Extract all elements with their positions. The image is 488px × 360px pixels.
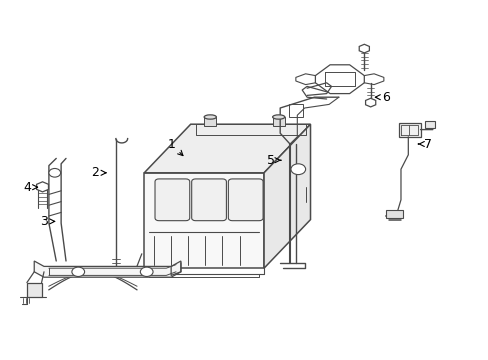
FancyBboxPatch shape	[228, 179, 263, 221]
Text: 5: 5	[267, 154, 281, 167]
Polygon shape	[27, 283, 41, 297]
Text: 2: 2	[91, 166, 106, 179]
Circle shape	[72, 267, 84, 276]
Text: 3: 3	[40, 215, 55, 228]
Polygon shape	[288, 104, 303, 117]
Polygon shape	[144, 124, 310, 173]
Polygon shape	[425, 121, 434, 128]
FancyBboxPatch shape	[155, 179, 189, 221]
Polygon shape	[398, 123, 420, 137]
Text: 1: 1	[167, 138, 183, 156]
Text: 7: 7	[417, 138, 431, 150]
Ellipse shape	[203, 115, 216, 119]
Circle shape	[49, 168, 61, 177]
Text: 6: 6	[375, 91, 389, 104]
FancyBboxPatch shape	[191, 179, 226, 221]
Circle shape	[140, 267, 153, 276]
Polygon shape	[204, 117, 216, 126]
Text: 4: 4	[23, 181, 38, 194]
Polygon shape	[272, 117, 284, 126]
Polygon shape	[264, 124, 310, 268]
Circle shape	[290, 164, 305, 175]
Ellipse shape	[272, 115, 284, 119]
Polygon shape	[144, 173, 264, 268]
Polygon shape	[34, 261, 181, 277]
Polygon shape	[386, 210, 403, 218]
